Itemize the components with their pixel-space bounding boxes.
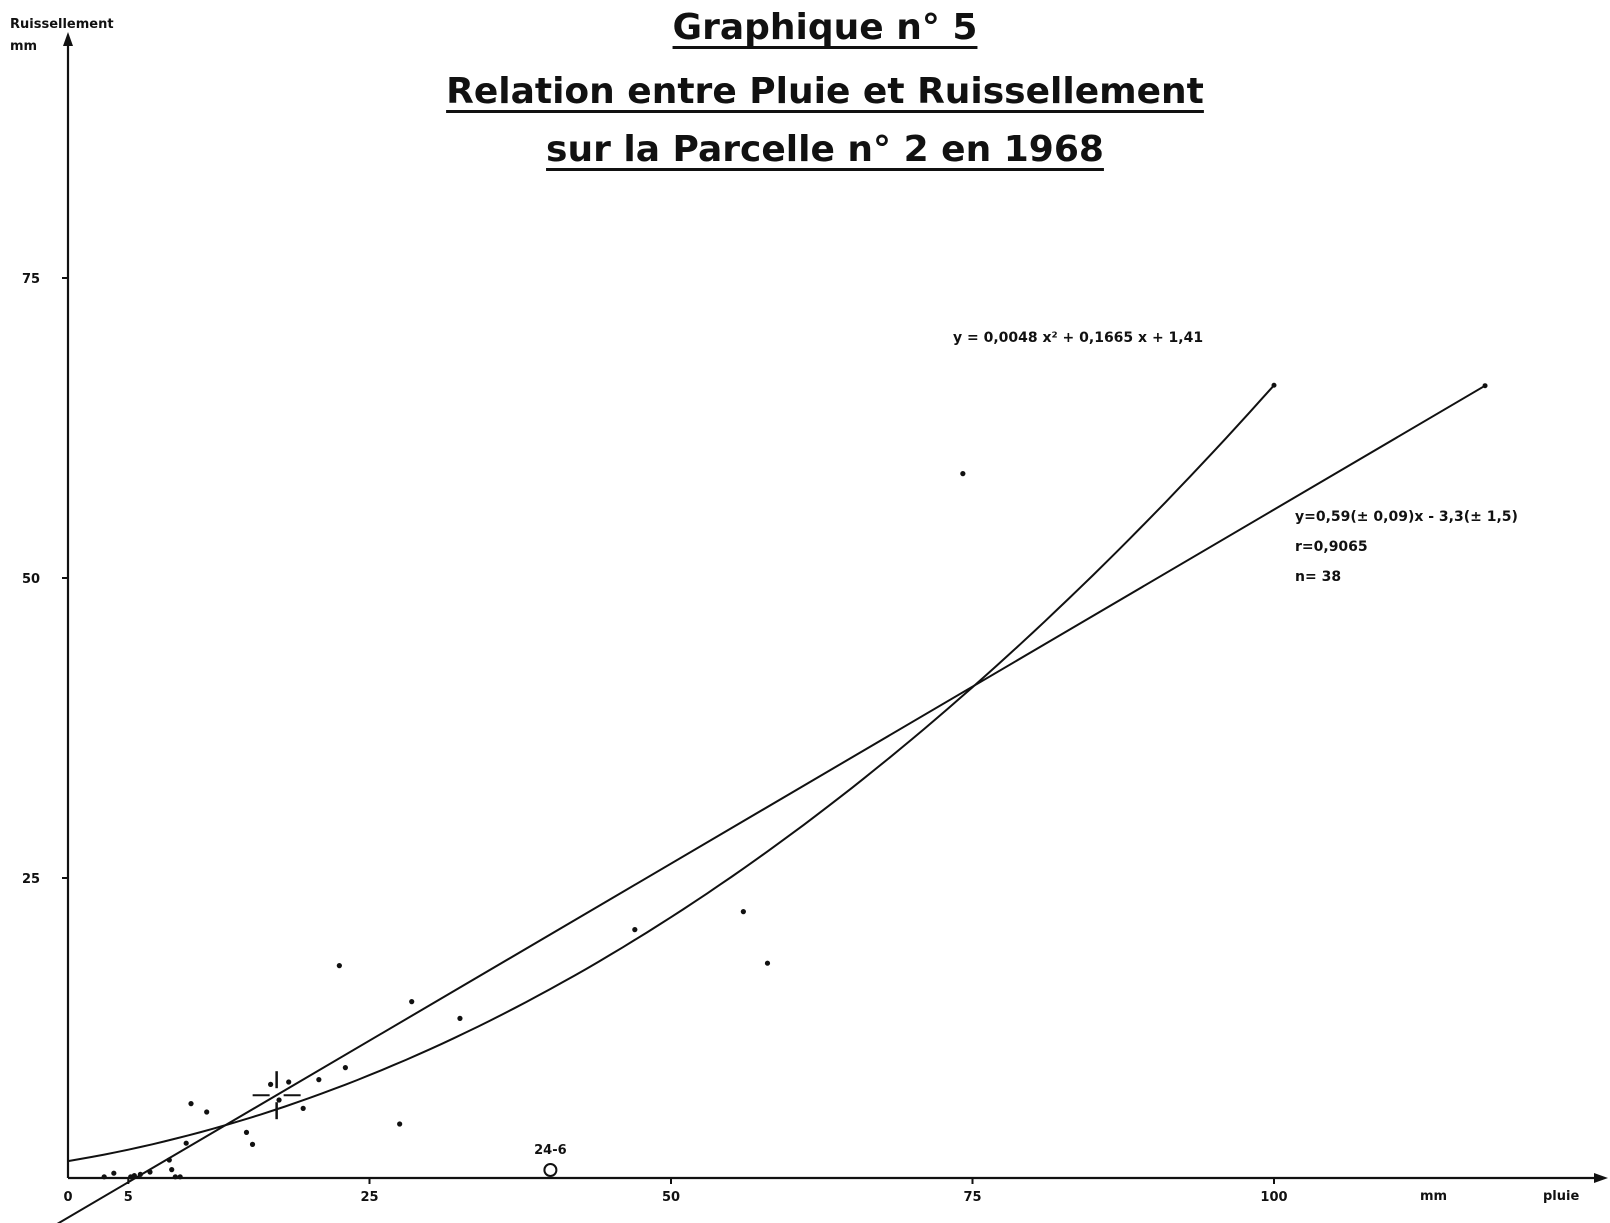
linear-endpoint (1482, 383, 1488, 389)
y-tick-label: 75 (22, 272, 40, 287)
data-point (960, 471, 966, 477)
data-point (276, 1097, 282, 1103)
data-point (188, 1101, 194, 1107)
x-tick-label: 5 (124, 1190, 133, 1205)
quadratic-equation-label: y = 0,0048 x² + 0,1665 x + 1,41 (953, 330, 1203, 346)
data-point (342, 1065, 348, 1071)
data-point (286, 1079, 292, 1085)
data-points (101, 471, 966, 1180)
x-tick-label: 0 (63, 1190, 72, 1205)
data-point (268, 1081, 274, 1087)
y-axis-unit: mm (10, 39, 37, 54)
chart-title: Graphique n° 5 (672, 7, 978, 48)
data-point (183, 1140, 189, 1146)
x-tick-label: 75 (963, 1190, 981, 1205)
data-point (397, 1121, 403, 1127)
annotations: 24-6 (252, 1071, 567, 1177)
data-point (316, 1077, 322, 1083)
x-axis-label: pluie (1543, 1189, 1579, 1204)
quadratic-endpoint (1271, 382, 1277, 388)
data-point (243, 1129, 250, 1135)
quadratic-fit-line (67, 384, 1275, 1163)
x-tick-label: 25 (360, 1190, 378, 1205)
fit-lines (56, 382, 1488, 1223)
x-axis-arrow-icon (1594, 1173, 1608, 1183)
x-tick-label: 50 (662, 1190, 680, 1205)
axis-ticks: 25 50 75 0 5 25 50 75 100 (22, 272, 1288, 1205)
data-point (172, 1174, 178, 1180)
data-point (764, 960, 771, 966)
sample-size-label: n= 38 (1295, 569, 1341, 585)
x-axis-unit: mm (1420, 1189, 1447, 1204)
linear-fit-line (56, 384, 1486, 1223)
data-point (147, 1169, 153, 1175)
data-point (131, 1173, 137, 1179)
y-axis-label: Ruissellement (10, 17, 114, 32)
data-point (300, 1105, 306, 1111)
data-point (249, 1141, 256, 1147)
data-point (177, 1174, 183, 1180)
axes (63, 32, 1608, 1183)
data-point (740, 909, 746, 915)
linear-equation-label: y=0,59(± 0,09)x - 3,3(± 1,5) (1295, 509, 1518, 525)
data-point (111, 1170, 117, 1176)
chart-subtitle-2: sur la Parcelle n° 2 en 1968 (546, 129, 1104, 170)
y-tick-label: 50 (22, 572, 40, 587)
y-tick-label: 25 (22, 872, 40, 887)
y-axis-arrow-icon (63, 32, 73, 46)
highlight-point (543, 1163, 558, 1177)
data-point (336, 963, 342, 969)
highlight-point-label: 24-6 (534, 1143, 567, 1158)
data-point (166, 1157, 172, 1163)
data-point (169, 1167, 175, 1173)
x-tick-label: 100 (1260, 1190, 1287, 1205)
data-point (632, 927, 638, 933)
data-point (137, 1171, 143, 1177)
data-point (101, 1174, 107, 1180)
chart-subtitle-1: Relation entre Pluie et Ruissellement (446, 71, 1204, 112)
data-point (204, 1109, 210, 1115)
correlation-label: r=0,9065 (1295, 539, 1368, 555)
data-point (409, 999, 415, 1005)
data-point (457, 1015, 463, 1022)
